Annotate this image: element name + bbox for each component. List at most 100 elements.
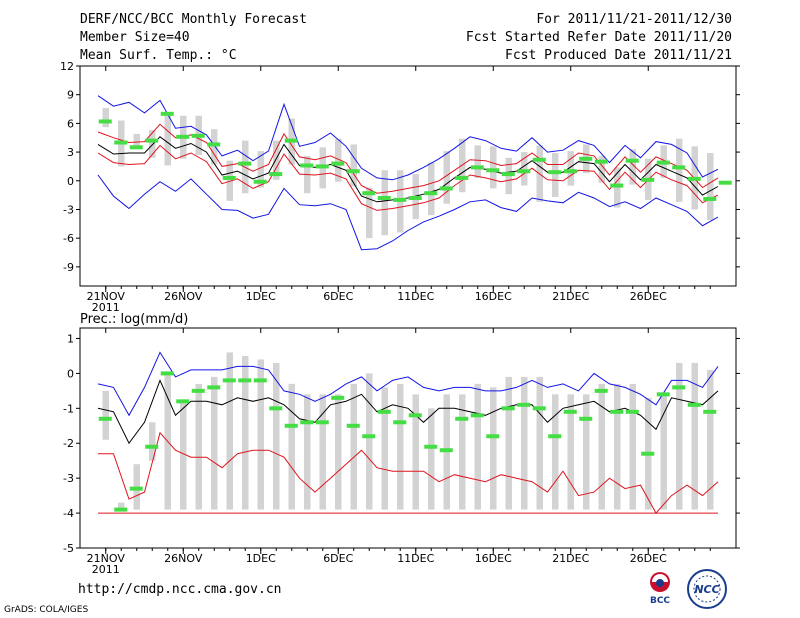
ensemble-box <box>148 130 156 158</box>
observed-marker <box>207 142 221 147</box>
observed-marker <box>641 451 655 456</box>
observed-marker <box>486 434 500 439</box>
x-tick-label: 11DEC <box>397 552 434 565</box>
y-tick-label: 6 <box>67 117 74 130</box>
observed-marker <box>315 420 329 425</box>
observed-marker <box>532 157 546 162</box>
ensemble-box <box>567 151 575 186</box>
ensemble-box <box>319 394 327 510</box>
ensemble-box <box>164 114 172 166</box>
ensemble-box <box>148 422 156 461</box>
observed-marker <box>486 168 500 173</box>
ensemble-box <box>334 138 342 182</box>
x-tick-label: 26DEC <box>630 290 667 303</box>
observed-marker <box>269 406 283 411</box>
ensemble-box <box>567 394 575 510</box>
ensemble-box <box>551 153 559 198</box>
ensemble-box <box>241 355 249 510</box>
ensemble-box <box>179 401 187 510</box>
observed-marker <box>346 423 360 428</box>
observed-marker <box>594 159 608 164</box>
observed-marker <box>579 156 593 161</box>
observed-marker <box>98 416 112 421</box>
series-line-upper-blue <box>97 351 719 417</box>
series-line-ensemble-mean <box>97 379 719 445</box>
x-tick-label: 6DEC <box>323 552 353 565</box>
ensemble-box <box>598 155 606 183</box>
x-tick-label: 21DEC <box>552 290 589 303</box>
ensemble-box <box>412 394 420 510</box>
observed-marker <box>470 165 484 170</box>
y-tick-label: -6 <box>63 232 74 245</box>
ensemble-box <box>381 170 389 236</box>
observed-marker <box>114 507 128 512</box>
observed-marker <box>129 486 143 491</box>
variable-label: Mean Surf. Temp.: °C <box>80 48 237 63</box>
observed-marker <box>703 409 717 414</box>
y-tick-label: -2 <box>63 437 74 450</box>
x-tick-label: 1DEC <box>246 290 276 303</box>
ensemble-box <box>706 153 714 220</box>
ensemble-box <box>691 362 699 510</box>
observed-marker <box>393 197 407 202</box>
ensemble-box <box>427 162 435 216</box>
observed-marker <box>346 169 360 174</box>
x-year-label: 2011 <box>92 301 120 314</box>
ensemble-box <box>288 383 296 510</box>
x-tick-label: 16DEC <box>475 552 512 565</box>
observed-marker <box>331 161 345 166</box>
observed-marker <box>579 416 593 421</box>
x-tick-label: 6DEC <box>323 290 353 303</box>
ensemble-box <box>117 502 125 510</box>
footer-url[interactable]: http://cmdp.ncc.cma.gov.cn <box>78 582 282 597</box>
x-tick-label: 11DEC <box>397 290 434 303</box>
ensemble-box <box>660 394 668 510</box>
ensemble-box <box>102 108 110 128</box>
observed-marker <box>548 170 562 175</box>
observed-marker <box>300 420 314 425</box>
observed-marker <box>687 402 701 407</box>
ensemble-box <box>365 187 373 239</box>
observed-marker <box>114 140 128 145</box>
observed-marker <box>408 413 422 418</box>
observed-marker <box>548 434 562 439</box>
precipitation-panel: 1 0 -1 -2 -3 -4 -5 21NOV 26NOV 1DEC 6DEC 11DEC 16DEC… <box>63 327 740 576</box>
observed-marker <box>145 138 159 143</box>
ensemble-box <box>102 390 110 440</box>
observed-marker <box>517 402 531 407</box>
ensemble-box <box>303 394 311 510</box>
ensemble-box <box>489 387 497 510</box>
ensemble-box <box>598 383 606 510</box>
ensemble-box <box>210 376 218 510</box>
y-tick-label: 1 <box>67 332 74 345</box>
ensemble-box <box>706 369 714 510</box>
observed-marker <box>253 378 267 383</box>
observed-marker <box>377 409 391 414</box>
series-line-upper-red <box>97 123 719 194</box>
bcc-logo-text: BCC <box>650 596 670 606</box>
observed-marker <box>563 169 577 174</box>
y-tick-label: -3 <box>63 472 74 485</box>
x-tick-label: 21DEC <box>552 552 589 565</box>
observed-marker <box>625 158 639 163</box>
y-tick-label: -5 <box>63 542 74 555</box>
observed-marker <box>176 399 190 404</box>
y-tick-label: -9 <box>63 261 74 274</box>
observed-marker <box>315 164 329 169</box>
observed-marker <box>718 180 732 185</box>
observed-marker <box>439 186 453 191</box>
observed-marker <box>269 172 283 177</box>
observed-marker <box>687 176 701 181</box>
observed-marker <box>517 169 531 174</box>
chart-title: DERF/NCC/BCC Monthly Forecast <box>80 12 307 27</box>
observed-marker <box>176 134 190 139</box>
observed-marker <box>594 388 608 393</box>
ensemble-box <box>257 151 265 188</box>
observed-marker <box>563 409 577 414</box>
x-tick-label: 21NOV <box>87 552 126 565</box>
forecast-produced-date: Fcst Produced Date 2011/11/21 <box>505 48 732 63</box>
ensemble-box <box>613 383 621 510</box>
y-tick-label: 0 <box>67 175 74 188</box>
